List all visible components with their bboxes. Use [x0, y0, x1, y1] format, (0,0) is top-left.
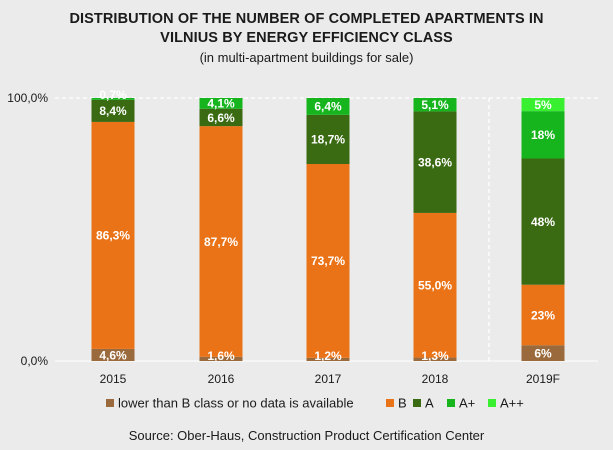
data-label: 1,6% — [207, 349, 235, 363]
legend-label: lower than B class or no data is availab… — [118, 396, 354, 411]
data-label: 55,0% — [418, 279, 452, 293]
bar-segment — [91, 121, 135, 349]
data-label: 5% — [534, 98, 552, 112]
legend-label: A++ — [500, 396, 524, 411]
chart-title-line-2: VILNIUS BY ENERGY EFFICIENCY CLASS — [160, 30, 453, 46]
bar-segment — [521, 284, 565, 346]
data-label: 0,7% — [99, 88, 127, 102]
bar-segment — [521, 345, 565, 361]
y-tick-label: 100,0% — [7, 91, 48, 105]
x-tick-label: 2017 — [315, 372, 342, 386]
x-tick-label: 2018 — [422, 372, 449, 386]
data-label: 38,6% — [418, 155, 452, 169]
bar-segment — [91, 99, 135, 122]
bar-segment — [413, 98, 457, 112]
bar-segment — [91, 98, 135, 100]
legend-swatch — [413, 399, 421, 407]
bar-segment — [306, 98, 350, 115]
data-label: 1,2% — [314, 349, 342, 363]
data-label: 4,6% — [99, 348, 127, 362]
x-tick-label: 2016 — [208, 372, 235, 386]
data-label: 6,6% — [207, 111, 235, 125]
bar-segment — [521, 158, 565, 285]
bar-segment — [199, 356, 243, 361]
x-tick-label: 2015 — [100, 372, 127, 386]
data-label: 73,7% — [311, 254, 345, 268]
data-label: 18,7% — [311, 133, 345, 147]
data-label: 8,4% — [99, 104, 127, 118]
bar-segment — [521, 98, 565, 112]
bar-segment — [521, 111, 565, 159]
data-label: 18% — [531, 128, 555, 142]
legend-swatch — [106, 399, 114, 407]
legend-label: A — [425, 396, 434, 411]
data-label: 6% — [534, 346, 552, 360]
bar-segment — [91, 348, 135, 361]
legend-swatch — [488, 399, 496, 407]
legend-label: A+ — [459, 396, 475, 411]
bar-segment — [413, 111, 457, 213]
bar-segment — [306, 357, 350, 361]
bar-segment — [413, 357, 457, 361]
source-note: Source: Ober-Haus, Construction Product … — [128, 428, 485, 443]
data-label: 23% — [531, 308, 555, 322]
bar-segment — [306, 164, 350, 358]
data-label: 48% — [531, 215, 555, 229]
stacked-bar-chart: 4,6% 86,3% 8,4% 0,7% 1,6% 87,7% 6,6%4,1% 1,2% 73… — [7, 88, 598, 411]
bar-segment — [199, 98, 243, 109]
data-label: 6,4% — [314, 100, 342, 114]
chart-subtitle: (in multi-apartment buildings for sale) — [199, 50, 414, 65]
y-tick-label: 0,0% — [21, 354, 49, 368]
bar-segment — [306, 114, 350, 165]
legend-swatch — [447, 399, 455, 407]
bar-segment — [199, 126, 243, 357]
bar-segment — [413, 212, 457, 358]
data-label: 4,1% — [207, 97, 235, 111]
legend-swatch — [386, 399, 394, 407]
data-label: 86,3% — [96, 229, 130, 243]
data-label: 1,3% — [421, 349, 449, 363]
x-tick-label: 2019F — [526, 372, 560, 386]
data-label: 87,7% — [204, 235, 238, 249]
data-label: 5,1% — [421, 98, 449, 112]
bar-segment — [199, 108, 243, 127]
legend-label: B — [398, 396, 407, 411]
chart-title-line-1: DISTRIBUTION OF THE NUMBER OF COMPLETED … — [69, 11, 544, 27]
